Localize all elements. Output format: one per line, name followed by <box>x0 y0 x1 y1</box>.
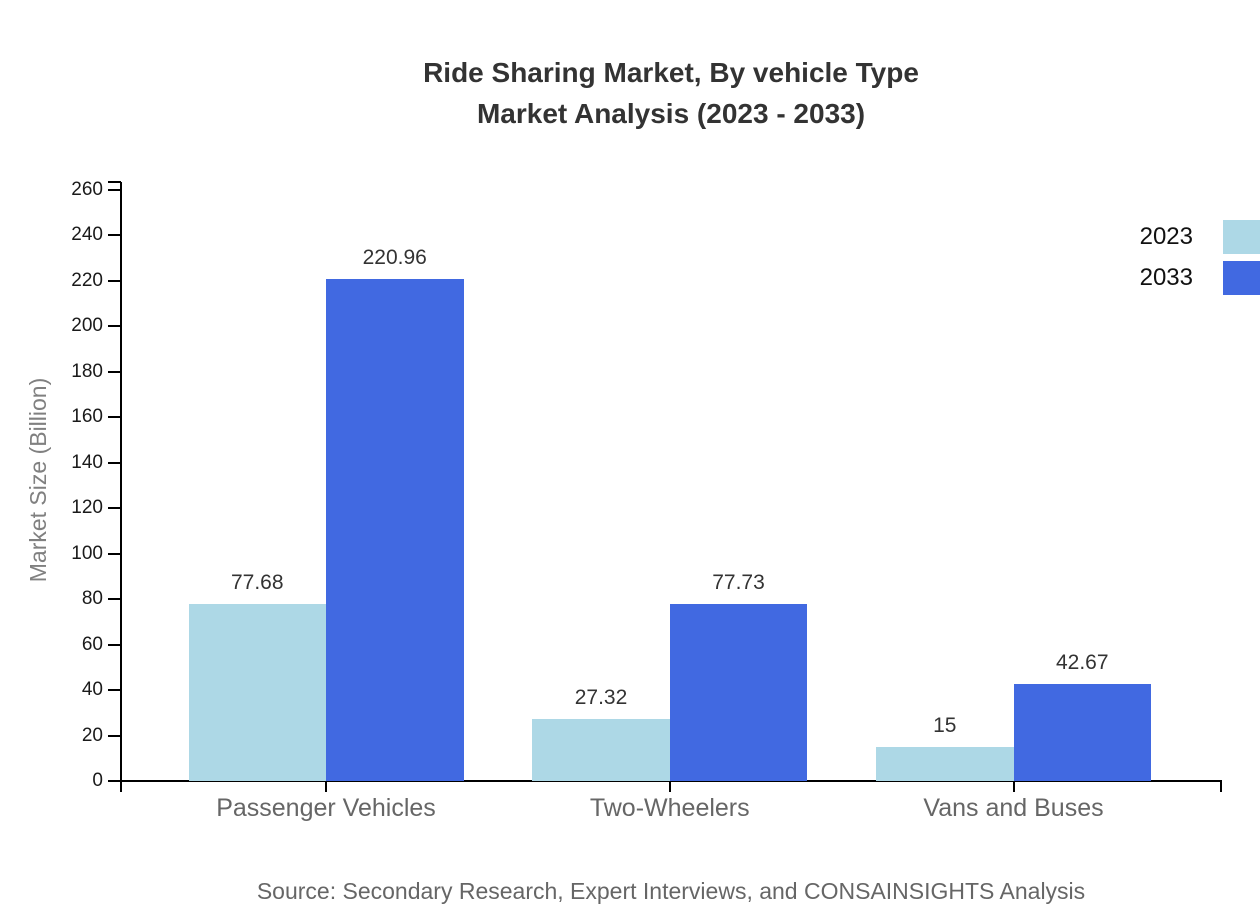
legend-swatch-2033 <box>1223 261 1260 295</box>
y-tick-label: 20 <box>81 724 103 746</box>
y-tick <box>108 461 121 464</box>
bar-value-label: 77.68 <box>230 571 284 595</box>
y-tick <box>108 279 121 282</box>
y-tick-label: 100 <box>71 542 103 564</box>
bar-value-label: 27.32 <box>574 685 628 709</box>
y-tick <box>108 370 121 373</box>
bar-value-label: 42.67 <box>1055 651 1109 674</box>
source-note: Source: Secondary Research, Expert Inter… <box>256 878 1086 904</box>
x-category-label-passenger-vehicles: Passenger Vehicles <box>216 794 436 822</box>
legend-swatch-2023 <box>1223 220 1260 254</box>
x-tick <box>325 781 327 792</box>
y-tick <box>108 507 121 510</box>
y-tick-label: 80 <box>81 588 103 610</box>
y-tick-label: 0 <box>92 770 103 791</box>
y-tick <box>108 689 121 692</box>
bar-2033-vans-and-buses <box>1013 684 1151 781</box>
bar-2023-two-wheelers <box>532 718 670 781</box>
bar-value-label: 15 <box>933 713 957 737</box>
chart-title-line2: Market Analysis (2023 - 2033) <box>476 98 866 129</box>
y-tick-label: 180 <box>71 360 103 382</box>
x-tick <box>668 781 671 792</box>
x-axis-line <box>108 780 1222 782</box>
y-tick-label: 120 <box>71 497 103 519</box>
y-tick-label: 220 <box>71 269 103 291</box>
bar-2023-passenger-vehicles <box>188 604 326 781</box>
x-tick <box>1012 781 1015 792</box>
y-tick-label: 240 <box>71 224 103 246</box>
x-axis-end-cap <box>1220 781 1222 792</box>
y-tick <box>108 325 121 328</box>
y-tick-label: 160 <box>71 406 103 428</box>
y-axis-line <box>120 182 122 792</box>
y-tick-label: 60 <box>81 633 103 655</box>
bar-value-label: 77.73 <box>712 571 765 595</box>
y-tick <box>108 734 121 737</box>
y-tick-label: 260 <box>71 179 103 200</box>
bar-value-label: 220.96 <box>362 245 427 269</box>
y-tick <box>108 234 121 237</box>
chart-title: Ride Sharing Market, By vehicle Type Mar… <box>120 52 1222 134</box>
y-tick-label: 40 <box>81 679 103 701</box>
x-category-label-two-wheelers: Two-Wheelers <box>589 794 750 822</box>
x-category-label-vans-and-buses: Vans and Buses <box>923 794 1104 822</box>
y-tick <box>108 598 121 601</box>
legend-label-2023: 2023 <box>1139 223 1193 250</box>
bar-2033-passenger-vehicles <box>326 278 464 781</box>
bar-2033-two-wheelers <box>669 604 808 781</box>
y-tick <box>108 189 121 191</box>
y-tick <box>108 643 121 646</box>
y-axis-end-cap <box>108 181 121 183</box>
bar-2023-vans-and-buses <box>876 746 1014 781</box>
y-tick-label: 140 <box>71 451 103 473</box>
y-tick <box>108 552 121 555</box>
y-tick-label: 200 <box>71 315 103 337</box>
legend-label-2033: 2033 <box>1139 264 1193 291</box>
y-tick <box>108 416 121 419</box>
chart-title-line1: Ride Sharing Market, By vehicle Type <box>423 57 919 88</box>
